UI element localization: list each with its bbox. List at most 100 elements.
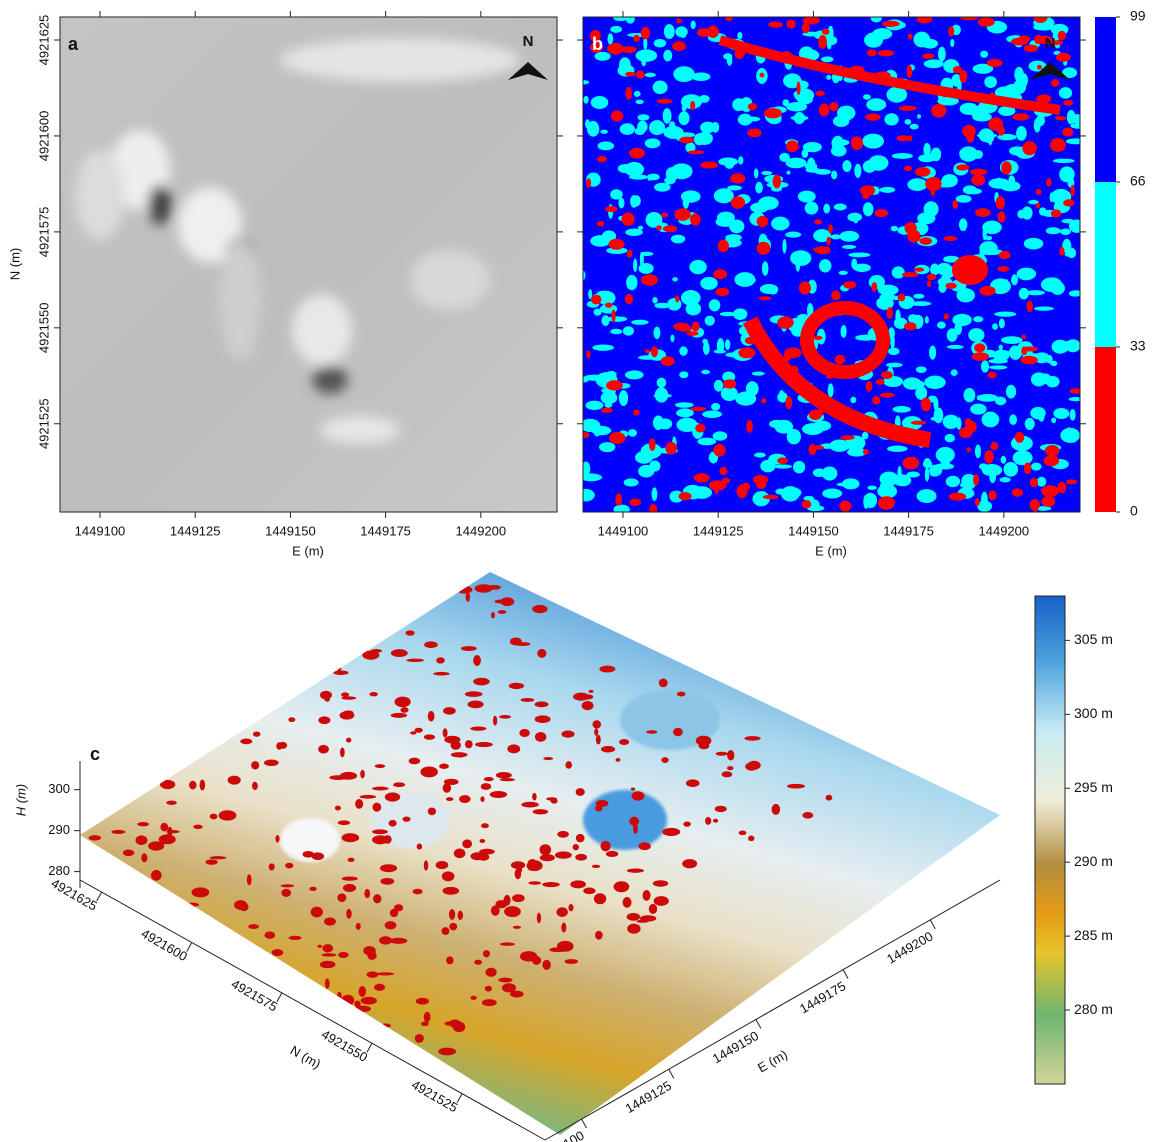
texture (601, 408, 613, 413)
texture (338, 820, 350, 825)
texture (892, 153, 913, 159)
texture (735, 392, 756, 406)
texture (441, 927, 449, 935)
texture (947, 345, 964, 349)
surface-3d (80, 572, 1000, 1135)
texture (657, 378, 667, 388)
panel-label: a (68, 34, 79, 54)
texture (623, 326, 634, 335)
texture (727, 766, 733, 770)
texture (1011, 38, 1028, 46)
texture (483, 950, 490, 957)
texture (719, 467, 727, 475)
texture (592, 426, 612, 435)
texture (400, 707, 408, 713)
texture (1022, 141, 1037, 155)
texture (356, 923, 361, 930)
texture (361, 997, 377, 1005)
texture (627, 924, 640, 934)
texture (278, 742, 287, 749)
x-tick-label: 1449125 (693, 523, 744, 538)
texture (690, 213, 701, 225)
texture (738, 114, 753, 126)
colorbar-class (1095, 182, 1116, 347)
texture (879, 294, 895, 300)
texture (782, 239, 786, 254)
texture (714, 188, 734, 203)
texture (757, 216, 769, 227)
texture (1020, 356, 1037, 365)
texture (123, 849, 134, 856)
texture (160, 780, 175, 789)
texture (863, 160, 876, 172)
texture (917, 114, 921, 118)
texture (744, 736, 760, 741)
texture (1046, 227, 1061, 234)
texture (930, 471, 939, 476)
texture (686, 302, 702, 315)
texture (320, 961, 336, 969)
texture (887, 307, 893, 319)
texture (470, 726, 486, 730)
texture (490, 791, 507, 798)
texture (663, 108, 672, 124)
texture (251, 761, 259, 769)
texture (952, 314, 971, 326)
texture (998, 266, 1010, 272)
texture (462, 839, 472, 848)
texture (1024, 45, 1039, 52)
x-axis-label: E (m) (292, 543, 324, 558)
texture (320, 416, 400, 444)
texture (219, 810, 237, 820)
texture (504, 895, 511, 906)
texture (360, 795, 377, 799)
texture (360, 770, 365, 779)
texture (512, 894, 525, 902)
texture (925, 378, 940, 383)
texture (886, 363, 903, 368)
texture (540, 844, 552, 855)
e-axis-label: E (m) (755, 1047, 790, 1076)
texture (1046, 178, 1051, 187)
texture (607, 33, 613, 45)
h-tick-label: 290 (48, 822, 70, 837)
texture (458, 911, 463, 920)
texture (983, 227, 987, 240)
texture (981, 360, 989, 372)
texture (785, 396, 792, 409)
texture (281, 889, 291, 897)
texture (341, 995, 354, 1006)
texture (887, 446, 908, 452)
texture (627, 913, 641, 921)
texture (692, 72, 711, 81)
texture (148, 185, 172, 225)
texture (1036, 189, 1042, 195)
texture (466, 592, 470, 601)
texture (220, 816, 232, 819)
texture (1067, 110, 1076, 125)
e-tick (669, 1069, 674, 1078)
texture (272, 949, 283, 956)
n-tick-label: 4921525 (409, 1077, 460, 1115)
texture (994, 311, 1016, 316)
texture (944, 457, 950, 467)
colorbar-tick-label: 285 m (1074, 927, 1113, 943)
texture (620, 123, 635, 135)
texture (880, 393, 895, 398)
colorbar-tick-label: 99 (1130, 8, 1146, 24)
texture (605, 402, 613, 408)
texture (380, 878, 394, 885)
texture (949, 493, 967, 501)
texture (493, 716, 497, 726)
texture (970, 169, 987, 176)
texture (910, 457, 916, 466)
texture (972, 352, 989, 361)
north-label: N (523, 33, 534, 50)
texture (715, 217, 734, 227)
colorbar-class (1095, 347, 1116, 512)
texture (618, 198, 624, 209)
texture (582, 701, 594, 710)
texture (781, 487, 801, 498)
texture (661, 356, 675, 366)
texture (595, 805, 603, 811)
